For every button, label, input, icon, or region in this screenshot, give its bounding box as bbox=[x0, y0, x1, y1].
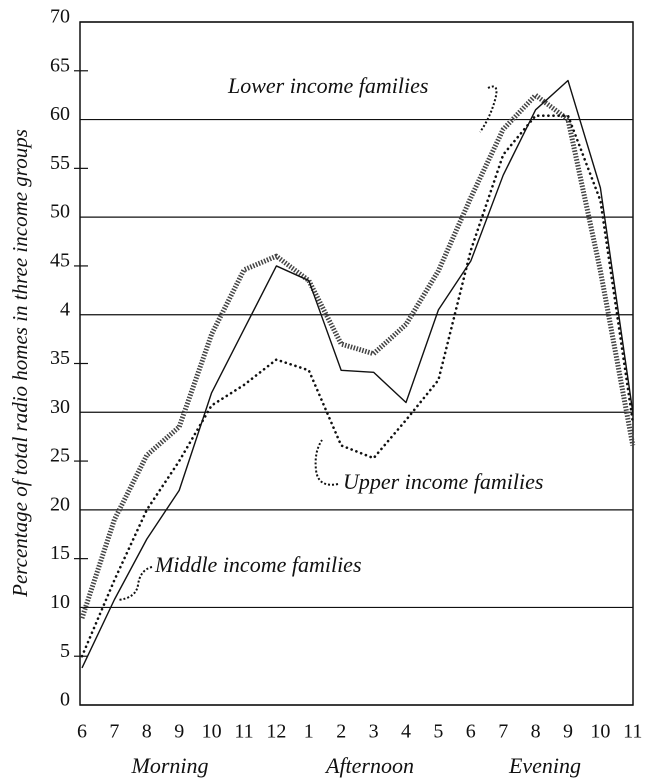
x-tick-label: 9 bbox=[174, 721, 184, 743]
x-tick-label: 4 bbox=[401, 721, 411, 743]
y-tick-label: 50 bbox=[50, 201, 70, 223]
x-tick-label: 7 bbox=[109, 721, 119, 743]
x-tick-label: 6 bbox=[466, 721, 476, 743]
x-tick-label: 11 bbox=[234, 721, 253, 743]
y-tick-label: 65 bbox=[50, 54, 70, 76]
y-tick-label: 30 bbox=[50, 396, 70, 418]
annotation: Middle income families bbox=[154, 552, 362, 577]
x-tick-label: 8 bbox=[142, 721, 152, 743]
y-tick-label: 0 bbox=[60, 689, 70, 711]
x-tick-label: 12 bbox=[266, 721, 286, 743]
plot-frame bbox=[79, 21, 634, 706]
annotation-arrow bbox=[479, 85, 498, 133]
y-axis-label: Percentage of total radio homes in three… bbox=[8, 129, 32, 598]
y-tick-label: 35 bbox=[50, 347, 70, 369]
series-line bbox=[79, 92, 636, 619]
x-tick-label: 9 bbox=[563, 721, 573, 743]
x-tick-label: 1 bbox=[304, 721, 314, 743]
y-tick-label: 45 bbox=[50, 250, 70, 272]
y-tick-label: 20 bbox=[50, 493, 70, 515]
x-tick-label: 11 bbox=[623, 721, 642, 743]
x-tick-label: 10 bbox=[202, 721, 222, 743]
y-tick-label: 5 bbox=[60, 640, 70, 662]
x-group-label: Afternoon bbox=[324, 753, 414, 778]
x-tick-label: 10 bbox=[590, 721, 610, 743]
series-line bbox=[81, 79, 634, 669]
x-group-label: Morning bbox=[131, 753, 209, 778]
annotation-arrow bbox=[117, 566, 153, 601]
series-line bbox=[80, 114, 635, 658]
x-group-label: Evening bbox=[508, 753, 581, 778]
x-tick-label: 5 bbox=[433, 721, 443, 743]
y-tick-label: 25 bbox=[50, 445, 70, 467]
x-tick-label: 3 bbox=[369, 721, 379, 743]
x-tick-label: 7 bbox=[498, 721, 508, 743]
y-tick-label: 10 bbox=[50, 591, 70, 613]
y-tick-label: 70 bbox=[50, 6, 70, 28]
annotation-arrow bbox=[314, 439, 339, 486]
y-tick-label: 15 bbox=[50, 542, 70, 564]
y-tick-label: 4 bbox=[60, 298, 70, 320]
x-tick-label: 8 bbox=[531, 721, 541, 743]
y-tick-label: 60 bbox=[50, 103, 70, 125]
annotation: Upper income families bbox=[343, 469, 543, 494]
x-tick-label: 2 bbox=[336, 721, 346, 743]
x-tick-label: 6 bbox=[77, 721, 87, 743]
annotation: Lower income families bbox=[227, 73, 428, 98]
y-tick-label: 55 bbox=[50, 152, 70, 174]
